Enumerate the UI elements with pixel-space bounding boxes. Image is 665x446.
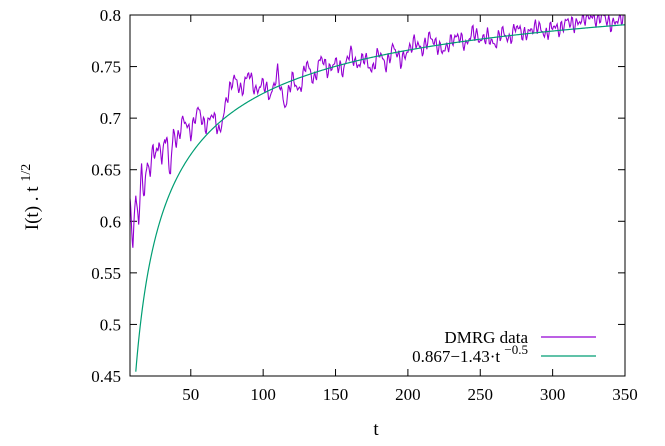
legend-label-fit-main: 0.867−1.43·t (412, 347, 500, 366)
y-tick-label: 0.8 (100, 6, 121, 25)
y-tick-label: 0.45 (91, 367, 121, 386)
legend-label-fit-exponent: −0.5 (504, 342, 528, 357)
y-tick-label: 0.6 (100, 212, 121, 231)
x-tick-label: 50 (182, 385, 199, 404)
y-axis-title-exponent: 1/2 (19, 164, 34, 182)
x-tick-label: 300 (540, 385, 566, 404)
plot-frame (129, 14, 626, 377)
legend-label-fit: 0.867−1.43·t −0.5 (412, 342, 528, 366)
y-axis-title-main: I(t) . t (22, 186, 43, 231)
x-tick-label: 200 (395, 385, 421, 404)
series-line-dmrg (129, 14, 625, 248)
y-tick-label: 0.7 (100, 109, 122, 128)
series-layer (129, 14, 626, 372)
x-tick-label: 100 (250, 385, 276, 404)
x-axis-title: t (373, 419, 379, 440)
series-line-fit (135, 24, 626, 372)
x-tick-label: 150 (323, 385, 349, 404)
y-tick-label: 0.65 (91, 161, 121, 180)
legend-label-dmrg: DMRG data (444, 328, 528, 347)
x-tick-label: 250 (468, 385, 494, 404)
y-tick-label: 0.55 (91, 264, 121, 283)
y-axis-title: I(t) . t 1/2 (19, 164, 43, 230)
y-axis-ticks: 0.45 0.5 0.55 0.6 0.65 0.7 0.75 0.8 (91, 6, 625, 386)
x-axis-ticks: 50 100 150 200 250 300 350 (182, 15, 638, 404)
legend: DMRG data 0.867−1.43·t −0.5 (412, 328, 596, 366)
x-tick-label: 350 (612, 385, 638, 404)
y-tick-label: 0.75 (91, 58, 121, 77)
y-tick-label: 0.5 (100, 315, 121, 334)
